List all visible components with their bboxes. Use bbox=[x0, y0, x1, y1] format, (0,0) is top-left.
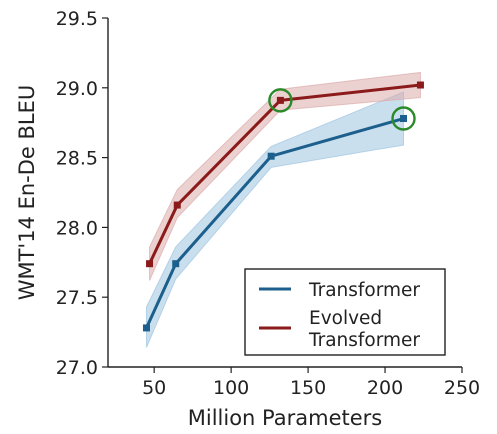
highlight-circles bbox=[268, 88, 416, 131]
axes bbox=[107, 18, 462, 368]
y-axis-title: WMT'14 En-De BLEU bbox=[15, 85, 39, 301]
y-tick-label: 29.5 bbox=[56, 8, 98, 30]
evolved-transformer-point bbox=[146, 260, 154, 268]
legend-box bbox=[244, 268, 446, 356]
transformer-point bbox=[267, 152, 275, 160]
transformer-point bbox=[400, 115, 408, 123]
series-markers bbox=[142, 81, 424, 332]
x-axis-title: Million Parameters bbox=[188, 406, 383, 430]
evolved-transformer-point bbox=[416, 81, 424, 89]
transformer-confidence-band bbox=[145, 91, 405, 348]
x-tick-label: 150 bbox=[290, 377, 326, 399]
x-axis-ticks: 50 100 150 200 250 bbox=[142, 367, 480, 399]
legend-label-evolved-transformer: Evolved bbox=[309, 308, 382, 329]
evolved-transformer-point bbox=[173, 201, 181, 209]
x-tick-label: 200 bbox=[367, 377, 403, 399]
y-axis-ticks: 27.0 27.5 28.0 28.5 29.0 29.5 bbox=[56, 8, 108, 379]
x-tick-label: 250 bbox=[444, 377, 480, 399]
transformer-highlight-circle bbox=[391, 106, 416, 131]
legend-label-transformer: Transformer bbox=[308, 280, 420, 301]
evolved-transformer-line bbox=[148, 83, 421, 265]
y-tick-label: 28.0 bbox=[56, 217, 98, 239]
evolved-transformer-point bbox=[276, 96, 284, 104]
y-tick-label: 28.5 bbox=[56, 148, 98, 170]
legend-label-evolved-transformer: Transformer bbox=[308, 330, 420, 351]
x-tick-label: 50 bbox=[142, 377, 166, 399]
series-lines bbox=[145, 83, 421, 329]
y-tick-label: 29.0 bbox=[56, 78, 98, 100]
evolved-transformer-highlight-circle bbox=[268, 88, 293, 113]
x-tick-label: 100 bbox=[213, 377, 249, 399]
y-tick-label: 27.5 bbox=[56, 287, 98, 309]
transformer-point bbox=[172, 260, 180, 268]
transformer-line bbox=[145, 117, 404, 329]
transformer-point bbox=[142, 324, 150, 332]
y-tick-label: 27.0 bbox=[56, 357, 98, 379]
